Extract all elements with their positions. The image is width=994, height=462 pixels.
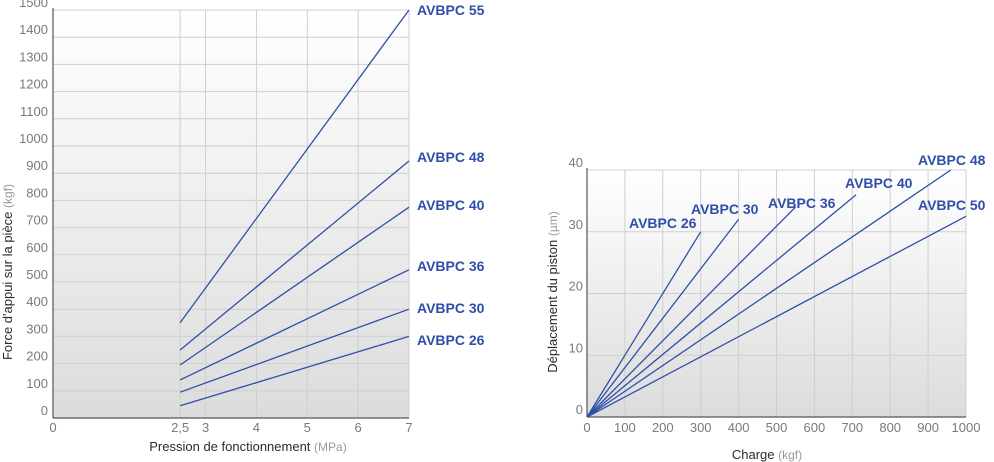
- left-series-line: [179, 9, 410, 324]
- right-x-tick-label: 900: [917, 420, 939, 435]
- left-x-tick-label: 0: [49, 420, 56, 435]
- right-x-axis-title: Charge (kgf): [732, 447, 802, 462]
- right-x-tick-label: 800: [879, 420, 901, 435]
- force-vs-pressure-chart: 0 100 200 300 400 500 600 700 800 900 1000 1100 1200…: [0, 0, 485, 454]
- left-series-line: [179, 269, 410, 381]
- left-y-tick-label: 300: [26, 321, 48, 336]
- right-series-label: AVBPC 30: [691, 201, 759, 217]
- left-y-unit: kgf: [1, 187, 15, 204]
- right-series-line: [586, 169, 952, 418]
- right-y-tick-label: 0: [576, 402, 583, 417]
- left-y-tick-label: 200: [26, 349, 48, 364]
- right-series-line: [586, 206, 796, 418]
- right-series-line: [586, 231, 702, 418]
- right-y-tick-label: 10: [569, 340, 583, 355]
- right-x-tick-label: 1000: [952, 420, 981, 435]
- right-x-tick-label: 200: [652, 420, 674, 435]
- left-plot-area: [53, 10, 409, 418]
- left-y-tick-label: 500: [26, 267, 48, 282]
- right-y-tick-label: 40: [569, 155, 583, 170]
- right-y-axis-title: Déplacement du piston (µm): [545, 211, 560, 373]
- right-series-label: AVBPC 48: [918, 152, 986, 168]
- right-series-line: [586, 215, 967, 418]
- right-y-unit: µm: [546, 215, 560, 232]
- left-y-tick-label: 900: [26, 158, 48, 173]
- right-series-label: AVBPC 40: [845, 175, 913, 191]
- left-y-tick-label: 1100: [20, 104, 48, 119]
- right-series-label: AVBPC 26: [629, 215, 697, 231]
- left-series-label: AVBPC 48: [417, 149, 485, 165]
- left-x-tick-label: 3: [202, 420, 209, 435]
- right-series-line: [586, 219, 740, 418]
- left-y-tick-label: 600: [26, 240, 48, 255]
- right-series-line: [586, 194, 857, 418]
- left-series-line: [179, 308, 410, 393]
- left-x-unit: MPa: [318, 440, 343, 454]
- left-y-tick-label: 800: [26, 185, 48, 200]
- left-series-line: [179, 335, 410, 407]
- left-series-line: [179, 160, 410, 351]
- right-x-unit: kgf: [782, 448, 799, 462]
- left-y-tick-label: 0: [41, 403, 48, 418]
- left-series-label: AVBPC 55: [417, 2, 485, 18]
- right-x-tick-label: 500: [766, 420, 788, 435]
- left-x-axis-title: Pression de fonctionnement (MPa): [149, 439, 346, 454]
- left-series-label: AVBPC 26: [417, 332, 485, 348]
- left-series-label: AVBPC 36: [417, 258, 485, 274]
- left-x-tick-label: 7: [405, 420, 412, 435]
- left-y-tick-label: 1500: [19, 0, 48, 10]
- left-y-tick-label: 1200: [19, 77, 48, 92]
- left-x-tick-label: 5: [304, 420, 311, 435]
- right-series-label: AVBPC 50: [918, 197, 986, 213]
- left-y-tick-label: 100: [26, 376, 48, 391]
- left-y-tick-label: 1000: [19, 131, 48, 146]
- right-x-tick-label: 300: [690, 420, 712, 435]
- left-x-tick-label: 4: [253, 420, 260, 435]
- left-x-tick-label: 6: [355, 420, 362, 435]
- left-y-tick-label: 400: [26, 294, 48, 309]
- right-x-tick-label: 100: [614, 420, 636, 435]
- right-y-tick-label: 20: [569, 279, 583, 294]
- right-y-tick-label: 30: [569, 217, 583, 232]
- left-series-label: AVBPC 40: [417, 197, 485, 213]
- left-y-tick-label: 1300: [19, 49, 48, 64]
- left-y-tick-label: 700: [26, 213, 48, 228]
- right-series-label: AVBPC 36: [768, 195, 836, 211]
- right-x-tick-label: 700: [841, 420, 863, 435]
- left-series-line: [179, 206, 410, 366]
- right-x-tick-label: 600: [804, 420, 826, 435]
- right-x-tick-label: 400: [728, 420, 750, 435]
- left-y-tick-label: 1400: [19, 22, 48, 37]
- left-series-label: AVBPC 30: [417, 300, 485, 316]
- left-x-tick-label: 2,5: [171, 420, 189, 435]
- left-y-axis-title: Force d'appui sur la pièce (kgf): [0, 184, 15, 360]
- right-x-tick-label: 0: [583, 420, 590, 435]
